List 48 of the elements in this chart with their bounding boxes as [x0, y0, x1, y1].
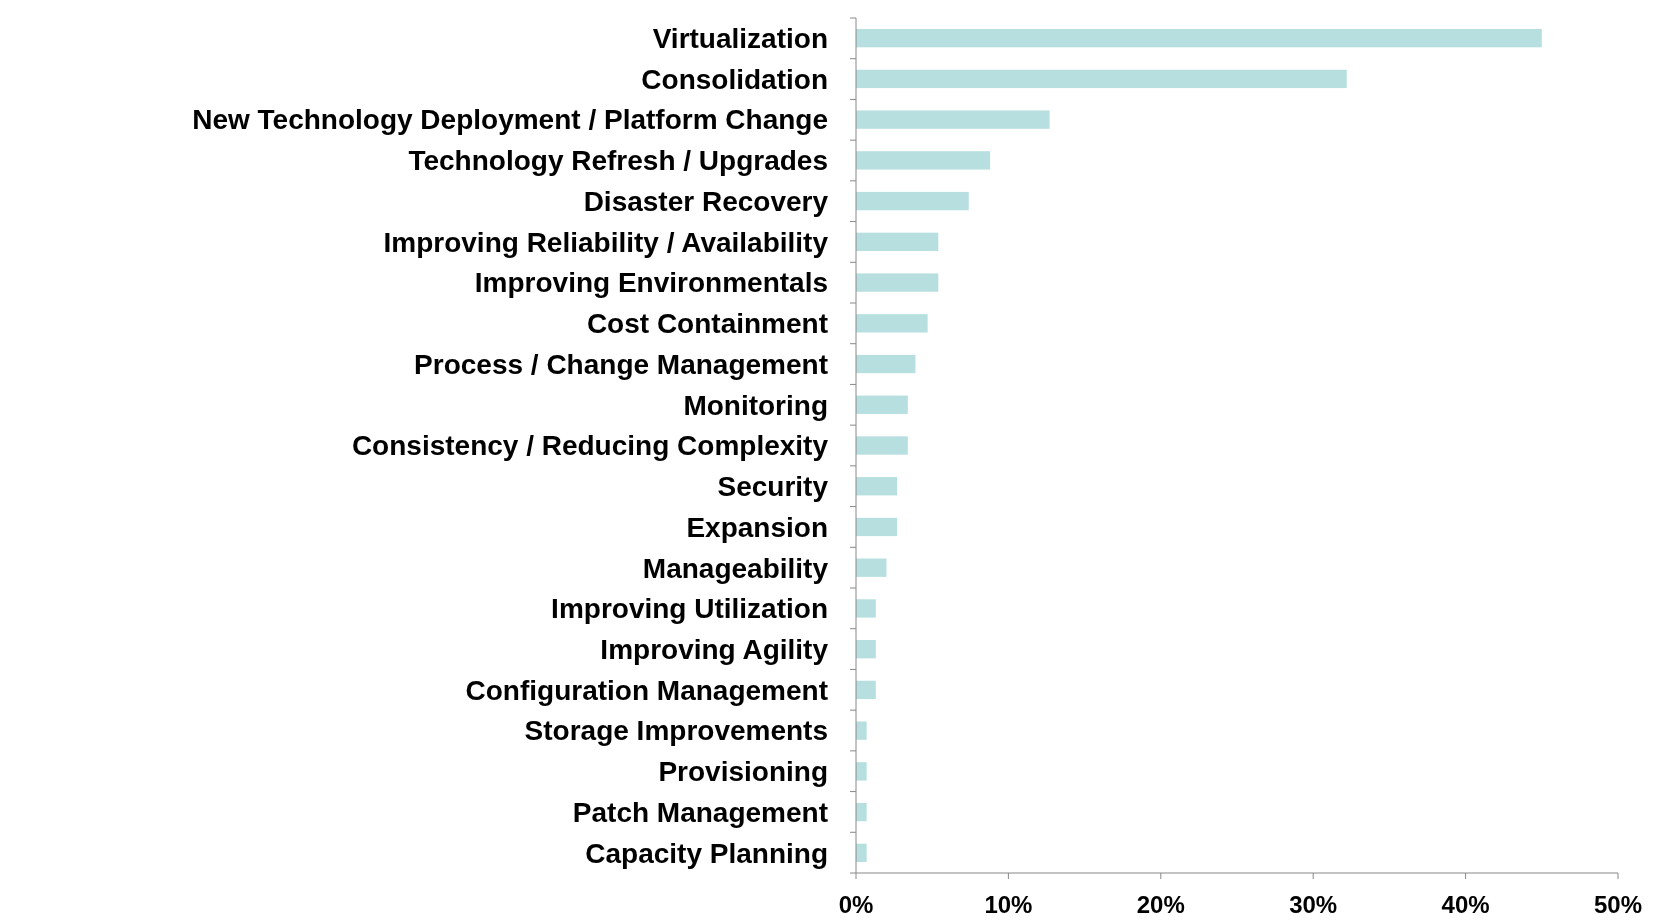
y-tick-label: Consolidation — [641, 63, 828, 95]
bar — [856, 151, 991, 170]
bar — [856, 354, 916, 374]
y-tick-label: Storage Improvements — [524, 715, 828, 747]
bar — [856, 558, 887, 577]
y-tick-label: Manageability — [642, 552, 829, 584]
bar — [856, 232, 939, 251]
bar — [856, 599, 876, 618]
y-tick-label: Process / Change Management — [414, 348, 828, 380]
bar — [856, 640, 876, 659]
bar — [856, 680, 876, 700]
bar — [856, 110, 1050, 129]
x-tick-label: 10% — [984, 891, 1033, 918]
bar — [856, 843, 867, 862]
bar — [856, 314, 928, 333]
y-tick-label: Improving Environmentals — [474, 267, 828, 299]
y-tick-label: Configuration Management — [465, 674, 828, 706]
x-tick-label: 20% — [1136, 891, 1185, 918]
y-tick-label: Improving Utilization — [551, 593, 828, 625]
bar — [856, 721, 867, 740]
bar — [856, 29, 1542, 48]
bar — [856, 191, 969, 211]
y-tick-label: Provisioning — [658, 756, 828, 788]
bar — [856, 273, 939, 292]
x-tick-label: 50% — [1593, 891, 1643, 918]
x-tick-label: 0% — [838, 891, 874, 918]
y-tick-label: Improving Agility — [600, 633, 829, 665]
y-tick-label: Cost Containment — [586, 308, 828, 340]
y-tick-label: Patch Management — [572, 796, 828, 828]
y-tick-label: Security — [717, 471, 829, 503]
x-tick-label: 40% — [1441, 891, 1490, 918]
y-tick-label: Disaster Recovery — [583, 185, 829, 217]
y-tick-label: Expansion — [686, 511, 828, 543]
y-tick-label: Virtualization — [652, 22, 828, 54]
y-tick-label: Capacity Planning — [585, 837, 828, 869]
bar — [856, 477, 898, 496]
y-tick-label: Consistency / Reducing Complexity — [351, 430, 829, 462]
y-tick-label: Technology Refresh / Upgrades — [408, 145, 828, 177]
y-tick-label: Improving Reliability / Availability — [383, 226, 829, 258]
bar — [856, 436, 908, 455]
bar — [856, 517, 898, 537]
y-tick-label: Monitoring — [683, 389, 828, 421]
bar — [856, 802, 867, 822]
bar — [856, 69, 1347, 89]
y-tick-label: New Technology Deployment / Platform Change — [192, 104, 828, 136]
bar — [856, 762, 867, 781]
bar — [856, 395, 908, 414]
x-tick-label: 30% — [1289, 891, 1338, 918]
